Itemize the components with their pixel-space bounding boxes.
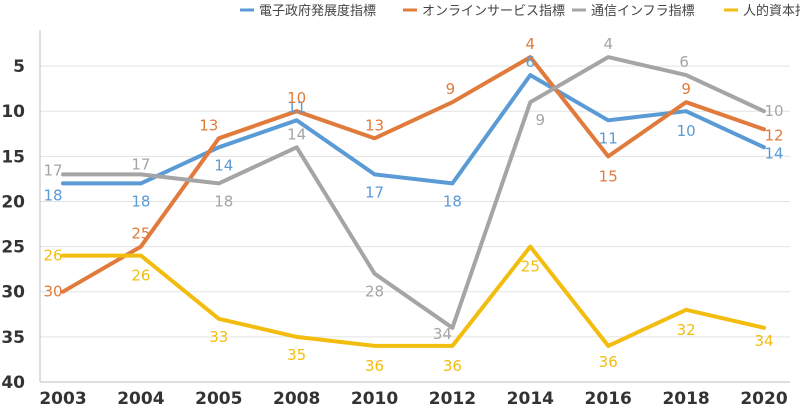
x-tick-label: 2016 xyxy=(585,389,632,406)
data-label: 6 xyxy=(679,53,689,71)
series-lines xyxy=(61,55,766,348)
y-tick-label: 35 xyxy=(1,328,25,348)
data-label: 11 xyxy=(599,129,618,147)
data-label: 33 xyxy=(209,328,228,346)
data-label: 11 xyxy=(287,98,306,116)
data-label: 13 xyxy=(365,116,384,134)
x-tick-label: 2012 xyxy=(429,389,476,406)
series-line xyxy=(61,244,766,348)
data-label: 9 xyxy=(681,80,691,98)
data-label: 18 xyxy=(214,192,233,210)
data-label: 32 xyxy=(677,321,696,339)
data-label: 14 xyxy=(214,156,233,174)
axes: 5 10 15 20 25 30 35 40 2003 2004 2005 2008 2010 2012 2… xyxy=(1,30,790,406)
x-tick-label: 2005 xyxy=(195,389,242,406)
data-label: 10 xyxy=(287,89,306,107)
x-tick-label: 2010 xyxy=(351,389,398,406)
data-label: 13 xyxy=(199,116,218,134)
legend-entry: 通信インフラ指標 xyxy=(591,4,695,19)
data-label: 36 xyxy=(443,357,462,375)
data-label: 36 xyxy=(599,353,618,371)
gridlines xyxy=(40,65,790,338)
legend: 電子政府発展度指標 オンラインサービス指標 通信インフラ指標 人的資本指標 xyxy=(240,3,800,19)
data-label: 25 xyxy=(521,258,540,276)
data-label: 10 xyxy=(677,122,696,140)
series-line xyxy=(61,55,766,294)
data-label: 30 xyxy=(43,283,62,301)
data-label: 18 xyxy=(443,192,462,210)
data-label: 4 xyxy=(526,35,536,53)
data-label: 6 xyxy=(526,53,536,71)
x-tick-label: 2004 xyxy=(117,389,164,406)
legend-entry: 人的資本指標 xyxy=(743,3,800,19)
data-label: 9 xyxy=(536,111,546,129)
data-label: 17 xyxy=(43,161,62,179)
data-label: 12 xyxy=(764,126,783,144)
data-label: 25 xyxy=(131,225,150,243)
data-label: 9 xyxy=(446,80,456,98)
data-label: 10 xyxy=(764,102,783,120)
series-line xyxy=(61,73,766,186)
x-tick-label: 2008 xyxy=(273,389,320,406)
data-label: 35 xyxy=(287,346,306,364)
y-tick-label: 30 xyxy=(1,283,25,303)
data-label: 14 xyxy=(764,144,783,162)
y-tick-label: 15 xyxy=(1,147,25,167)
data-label: 17 xyxy=(365,183,384,201)
legend-entry: 電子政府発展度指標 xyxy=(259,3,376,19)
x-tick-label: 2018 xyxy=(662,389,709,406)
data-label: 18 xyxy=(131,192,150,210)
y-tick-label: 10 xyxy=(1,102,25,122)
series-line xyxy=(61,55,766,330)
data-label: 34 xyxy=(754,332,773,350)
y-tick-label: 40 xyxy=(1,373,25,393)
data-label: 15 xyxy=(599,167,618,185)
data-label: 34 xyxy=(433,325,452,343)
x-tick-label: 2020 xyxy=(740,389,787,406)
x-tick-label: 2003 xyxy=(39,389,86,406)
data-label: 26 xyxy=(43,247,62,265)
y-tick-label: 5 xyxy=(13,57,25,77)
data-label: 14 xyxy=(287,125,306,143)
data-label: 36 xyxy=(365,357,384,375)
data-label: 28 xyxy=(365,283,384,301)
data-label: 18 xyxy=(43,186,62,204)
data-label: 4 xyxy=(603,35,613,53)
y-tick-label: 25 xyxy=(1,238,25,258)
legend-entry: オンラインサービス指標 xyxy=(422,4,565,19)
y-tick-label: 20 xyxy=(1,192,25,212)
x-tick-label: 2014 xyxy=(507,389,554,406)
data-label: 17 xyxy=(131,155,150,173)
data-label: 26 xyxy=(131,267,150,285)
